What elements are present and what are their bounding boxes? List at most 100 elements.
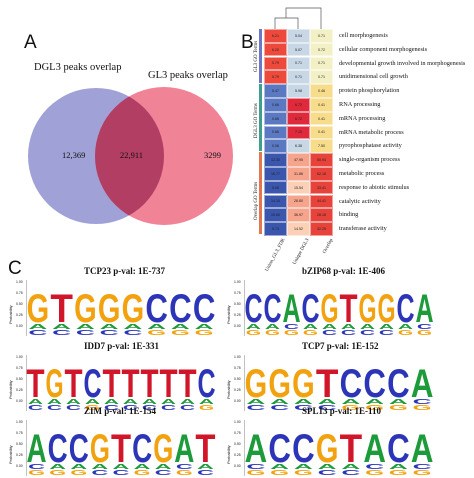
heatmap-row-label: unidimensional cell growth xyxy=(339,73,408,81)
motif-letter: A xyxy=(411,427,434,471)
motif-ytick: 0.50 xyxy=(234,442,241,446)
heatmap-cell: 62.18 xyxy=(310,167,333,181)
motif-letter: G xyxy=(245,362,268,406)
group-bar-dgl3 xyxy=(259,84,262,151)
motif-minor-letter: A xyxy=(398,324,413,331)
motif-minor-letter: A xyxy=(134,464,151,471)
heatmap-row-label: protein phosphorylation xyxy=(339,87,400,95)
motif-ytick: 0.75 xyxy=(16,366,23,370)
motif-letter: C xyxy=(48,427,68,471)
venn-right-label: GL3 peaks overlap xyxy=(148,70,228,81)
motif-letter: G xyxy=(74,287,97,331)
motif-ytick: 0.75 xyxy=(16,431,23,435)
heatmap-cell: 14.10 xyxy=(264,194,287,209)
heatmap-row-label: cell morphogenesis xyxy=(339,32,388,39)
motif-ytick: 0.00 xyxy=(234,324,241,328)
heatmap-cell: 5.47 xyxy=(264,84,287,98)
motif-minor-letter: C xyxy=(413,399,432,406)
motif-letter: T xyxy=(50,287,73,331)
motif-minor-letter: C xyxy=(284,324,299,331)
motif-letter: G xyxy=(292,362,315,406)
motif-minor-letter: A xyxy=(199,399,214,406)
heatmap-cell: 0.66 xyxy=(264,111,287,126)
heatmap-row-label: mRNA metabolic process xyxy=(339,128,404,136)
motif-minor-letter: G xyxy=(303,330,320,337)
motif-letter: T xyxy=(316,362,339,406)
motif-ytick: 0.25 xyxy=(16,453,23,457)
motif-ylabel: Probability xyxy=(226,445,231,464)
motif-minor-letter: A xyxy=(318,464,337,471)
motif-minor-letter: A xyxy=(142,399,157,406)
motif-minor-letter: A xyxy=(265,324,280,331)
motif-minor-letter: C xyxy=(417,324,432,331)
motif-minor-letter: A xyxy=(341,324,356,331)
motif-minor-letter: C xyxy=(104,405,119,412)
motif-minor-letter: A xyxy=(389,464,408,471)
motif-letter: C xyxy=(263,287,281,331)
motif-minor-letter: A xyxy=(70,464,87,471)
motif-letter: C xyxy=(197,362,215,406)
heatmap-cell: 36.97 xyxy=(287,208,310,222)
motif-letter: C xyxy=(244,287,262,331)
heatmap-row-label: transferase activity xyxy=(339,225,387,233)
motif-minor-letter: G xyxy=(246,330,263,337)
motif-minor-letter: C xyxy=(100,330,119,337)
heatmap-cell: 47.95 xyxy=(287,153,310,167)
heatmap-cell: 5.73 xyxy=(264,222,287,236)
group-bar-overlap xyxy=(259,152,262,234)
motif-name: IDD7 xyxy=(84,341,106,351)
motif-minor-letter: A xyxy=(195,324,214,331)
motif-letter: C xyxy=(69,427,89,471)
motif-ytick: 1.00 xyxy=(234,420,241,424)
motif-title: SPL13 p-val: 1E-110 xyxy=(302,406,381,416)
motif-minor-letter: A xyxy=(123,399,138,406)
motif-ytick: 0.25 xyxy=(234,313,241,317)
heatmap-cell: 50.94 xyxy=(310,153,333,167)
heatmap-cell: 0.66 xyxy=(264,98,287,112)
motif-letter: G xyxy=(153,427,173,471)
group-label-gl3: GL3 GO Terms xyxy=(254,40,259,72)
motif-minor-letter: A xyxy=(197,464,214,471)
venn-left-count: 12,369 xyxy=(62,150,86,160)
motif-minor-letter: A xyxy=(270,399,289,406)
motif-letter: G xyxy=(377,287,395,331)
motif-minor-letter: G xyxy=(365,405,386,412)
venn-left-label: DGL3 peaks overlap xyxy=(34,62,122,73)
heatmap-cell: 5.79 xyxy=(264,56,287,71)
motif-minor-letter: C xyxy=(28,464,45,471)
motif-ytick: 0.25 xyxy=(16,313,23,317)
motif-name: bZIP68 xyxy=(302,266,332,276)
motif-letter: A xyxy=(363,427,386,471)
go-heatmap: 6.21 5.04 0.71 cell morphogenesis 6.20 5.07 0.… xyxy=(264,29,474,239)
heatmap-cell: 0.71 xyxy=(310,29,333,43)
motif-letter: A xyxy=(411,362,434,406)
heatmap-cell: 15.54 xyxy=(287,180,310,195)
motif-minor-letter: G xyxy=(265,330,282,337)
motif-minor-letter: C xyxy=(76,330,95,337)
motif-letter: T xyxy=(178,362,196,406)
motif-minor-letter: A xyxy=(147,324,166,331)
motif-name: TCP23 xyxy=(84,266,111,276)
group-label-overlap: Overlap GO Terms xyxy=(254,181,259,220)
motif-minor-letter: G xyxy=(147,330,168,337)
venn-diagram xyxy=(28,87,233,225)
motif-minor-letter: C xyxy=(123,405,138,412)
heatmap-cell: 0.41 xyxy=(310,111,333,126)
heatmap-cell: 0.41 xyxy=(310,98,333,112)
motif-letter: A xyxy=(174,427,194,471)
motif-minor-letter: C xyxy=(176,464,193,471)
motif-ytick: 0.00 xyxy=(234,399,241,403)
group-bar-gl3 xyxy=(259,29,262,83)
motif-minor-letter: C xyxy=(379,330,394,337)
motif-ytick: 0.25 xyxy=(234,453,241,457)
motif-ylabel: Probability xyxy=(226,305,231,324)
motif-ytick: 0.00 xyxy=(16,399,23,403)
heatmap-cell: 6.72 xyxy=(287,111,310,126)
motif-minor-letter: A xyxy=(246,399,265,406)
heatmap-cell: 0.71 xyxy=(287,56,310,71)
motif-pval: p-val: 1E-154 xyxy=(104,406,156,416)
heatmap-cell: 6.38 xyxy=(287,139,310,153)
